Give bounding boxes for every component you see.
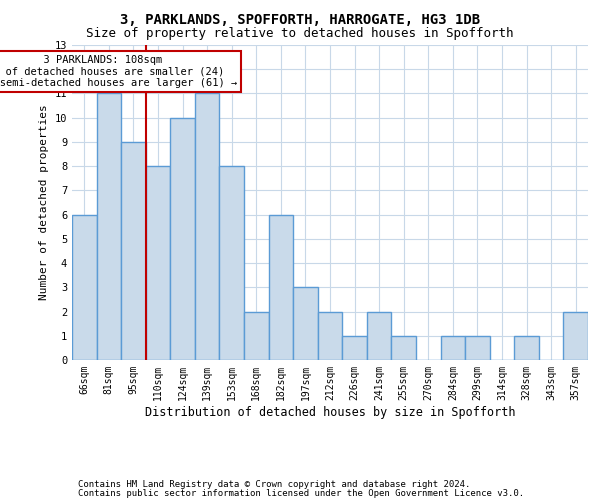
Bar xyxy=(563,312,588,360)
Bar xyxy=(146,166,170,360)
Text: Contains public sector information licensed under the Open Government Licence v3: Contains public sector information licen… xyxy=(78,488,524,498)
Bar xyxy=(121,142,146,360)
Bar xyxy=(244,312,269,360)
Bar xyxy=(72,214,97,360)
Bar xyxy=(97,94,121,360)
Bar xyxy=(465,336,490,360)
Bar xyxy=(440,336,465,360)
Bar xyxy=(367,312,391,360)
Bar xyxy=(269,214,293,360)
Bar xyxy=(170,118,195,360)
Bar xyxy=(342,336,367,360)
Text: Contains HM Land Registry data © Crown copyright and database right 2024.: Contains HM Land Registry data © Crown c… xyxy=(78,480,470,489)
Text: 3 PARKLANDS: 108sqm
← 28% of detached houses are smaller (24)
72% of semi-detach: 3 PARKLANDS: 108sqm ← 28% of detached ho… xyxy=(0,54,237,88)
Bar xyxy=(514,336,539,360)
Bar xyxy=(318,312,342,360)
Y-axis label: Number of detached properties: Number of detached properties xyxy=(39,104,49,300)
Bar xyxy=(391,336,416,360)
Text: Size of property relative to detached houses in Spofforth: Size of property relative to detached ho… xyxy=(86,28,514,40)
Bar xyxy=(220,166,244,360)
Bar xyxy=(195,94,220,360)
Text: 3, PARKLANDS, SPOFFORTH, HARROGATE, HG3 1DB: 3, PARKLANDS, SPOFFORTH, HARROGATE, HG3 … xyxy=(120,12,480,26)
Bar xyxy=(293,288,318,360)
X-axis label: Distribution of detached houses by size in Spofforth: Distribution of detached houses by size … xyxy=(145,406,515,418)
